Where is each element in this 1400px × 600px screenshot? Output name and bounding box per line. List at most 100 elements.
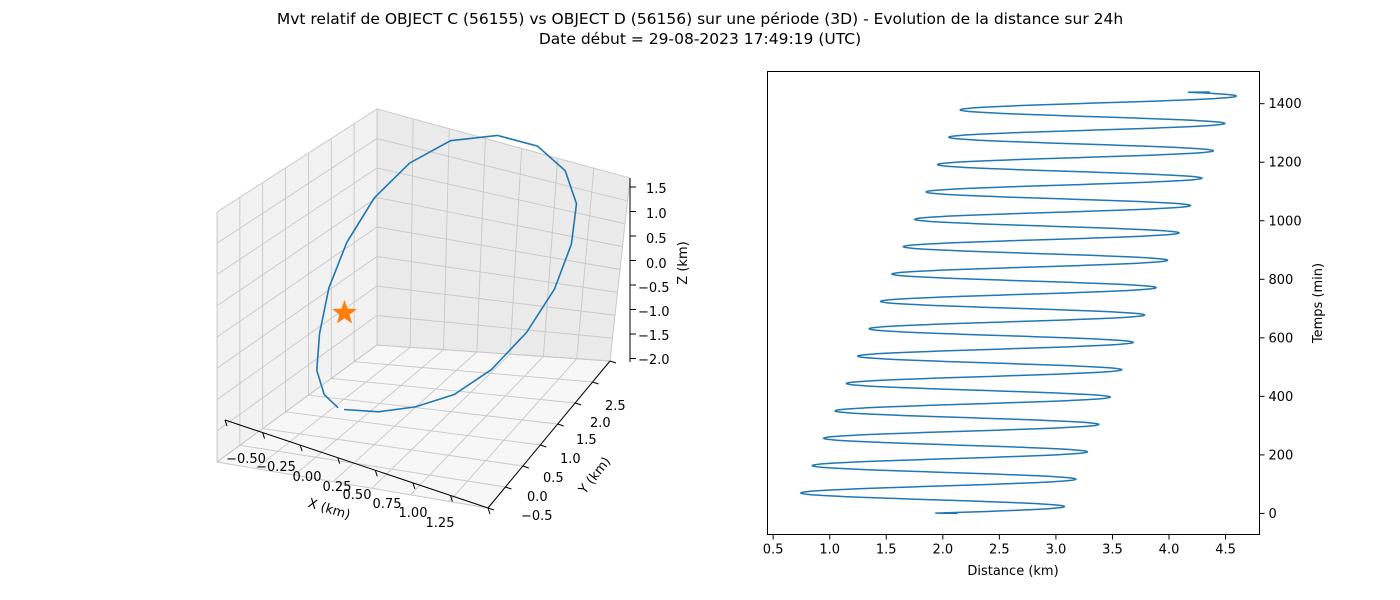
figure-title-line2: Date début = 29-08-2023 17:49:19 (UTC) — [538, 30, 862, 48]
gridline-x — [448, 358, 578, 502]
y-axis-label: Temps (min) — [1311, 263, 1326, 344]
y-tick-label: 0.0 — [527, 490, 548, 505]
gridline-z — [376, 344, 611, 362]
z-tick-label: 1.0 — [646, 207, 667, 222]
x-tick-label: 0.75 — [373, 497, 402, 512]
x-tick-label: 0.5 — [763, 543, 784, 558]
x-tick-mark — [299, 444, 303, 452]
y-tick-label: 600 — [1269, 331, 1294, 346]
y-tick-label: 0 — [1269, 507, 1277, 522]
origin-star-marker — [332, 300, 357, 324]
x-axis-ticks: 0.5 1.0 1.5 2.0 2.5 3.0 3.5 4.0 4.5 — [763, 534, 1236, 558]
x-tick-label: 0.25 — [323, 480, 352, 495]
y-tick-label: 2.0 — [590, 416, 611, 431]
x-tick-mark — [337, 457, 341, 464]
y-tick-mark — [522, 465, 530, 469]
x-tick-label: −0.25 — [256, 460, 296, 475]
gridline-z — [376, 315, 613, 339]
y-tick-label: 1.5 — [576, 433, 597, 448]
x-axis-label: Distance (km) — [967, 564, 1058, 579]
y-tick-label: 2.5 — [605, 399, 626, 414]
gridline-y — [308, 394, 558, 425]
y-tick-label: 1000 — [1269, 214, 1302, 229]
z-tick-label: −1.5 — [638, 329, 670, 344]
series-3d-layer — [315, 134, 578, 413]
gridline-y — [262, 428, 523, 467]
x-tick-mark — [412, 482, 416, 490]
gridline-z — [376, 167, 626, 225]
gridline-z — [216, 138, 378, 244]
gridline-y — [239, 444, 506, 488]
gridline-z — [216, 285, 378, 400]
x-tick-mark — [224, 419, 228, 427]
gridline-x — [255, 346, 411, 469]
x-tick-label: 1.25 — [426, 516, 455, 531]
x-tick-label: 1.00 — [399, 506, 428, 521]
gridline-y — [285, 411, 541, 446]
gridline-z — [216, 226, 378, 338]
gridline-z — [216, 256, 378, 369]
gridline-z — [216, 344, 378, 463]
series-layer — [800, 91, 1238, 515]
y-tick-mark — [505, 486, 512, 490]
z-tick-label: −1.0 — [638, 305, 670, 320]
gridline-z — [216, 197, 378, 307]
gridline-x — [410, 356, 544, 496]
y-tick-mark — [540, 444, 547, 448]
y-tick-label: 1.0 — [560, 452, 581, 467]
z-tick-label: 1.5 — [646, 182, 667, 197]
x-tick-label: 0.00 — [293, 470, 322, 485]
z-tick-label: 0.0 — [646, 257, 667, 272]
y-tick-mark — [557, 423, 564, 427]
gridline-z — [216, 167, 378, 275]
gridline-z — [376, 285, 616, 316]
trajectory-line — [315, 134, 578, 413]
y-tick-label: 1200 — [1269, 156, 1302, 171]
x-tick-label: 1.5 — [876, 543, 897, 558]
x-tick-label: 0.50 — [343, 488, 372, 503]
gridline-z — [376, 197, 623, 248]
gridline-z — [376, 226, 621, 270]
y-tick-label: 1400 — [1269, 97, 1302, 112]
x-tick-mark — [374, 470, 378, 477]
y-tick-label: −0.5 — [521, 509, 553, 524]
y-tick-mark — [609, 360, 617, 364]
x-tick-label: −0.50 — [226, 452, 266, 467]
gridline-z — [376, 256, 618, 293]
figure-title-line1: Mvt relatif de OBJECT C (56155) vs OBJEC… — [276, 10, 1124, 28]
gridline-z — [376, 138, 628, 202]
gridline-z — [216, 315, 378, 432]
x-tick-label: 3.5 — [1102, 543, 1123, 558]
z-axis-3d-ticks: 1.5 1.0 0.5 0.0 −0.5 −1.0 −1.5 −2.0 Z (k… — [638, 182, 691, 368]
x-tick-mark — [262, 432, 266, 439]
x-tick-label: 4.5 — [1215, 543, 1236, 558]
gridline-x — [332, 351, 478, 483]
x-tick-label: 1.0 — [819, 543, 840, 558]
x-tick-label: 4.0 — [1159, 543, 1180, 558]
gridline-z — [376, 108, 631, 179]
x-tick-mark — [487, 507, 491, 515]
z-axis-label: Z (km) — [676, 241, 691, 284]
axes-3d-lines — [224, 178, 636, 515]
gridline-y — [216, 461, 489, 509]
z-tick-label: 0.5 — [646, 232, 667, 247]
z-tick-label: −2.0 — [638, 353, 670, 368]
plot-frame — [767, 71, 1260, 535]
gridline-y — [354, 361, 593, 383]
distance-curve — [800, 91, 1238, 515]
y-tick-mark — [592, 381, 599, 385]
y-axis-ticks: 0 200 400 600 800 1000 1200 1400 — [1259, 97, 1302, 522]
gridline-x — [371, 353, 511, 489]
y-tick-mark — [574, 402, 582, 406]
y-tick-label: 200 — [1269, 448, 1294, 463]
y-tick-mark — [487, 507, 495, 511]
axes-3d-panes — [215, 108, 631, 509]
y-tick-label: 0.5 — [543, 471, 564, 486]
x-tick-mark — [449, 495, 453, 502]
axes-3d-gridlines — [216, 108, 631, 509]
gridline-x — [294, 349, 444, 476]
gridline-y — [331, 377, 576, 404]
x-tick-label: 3.0 — [1046, 543, 1067, 558]
